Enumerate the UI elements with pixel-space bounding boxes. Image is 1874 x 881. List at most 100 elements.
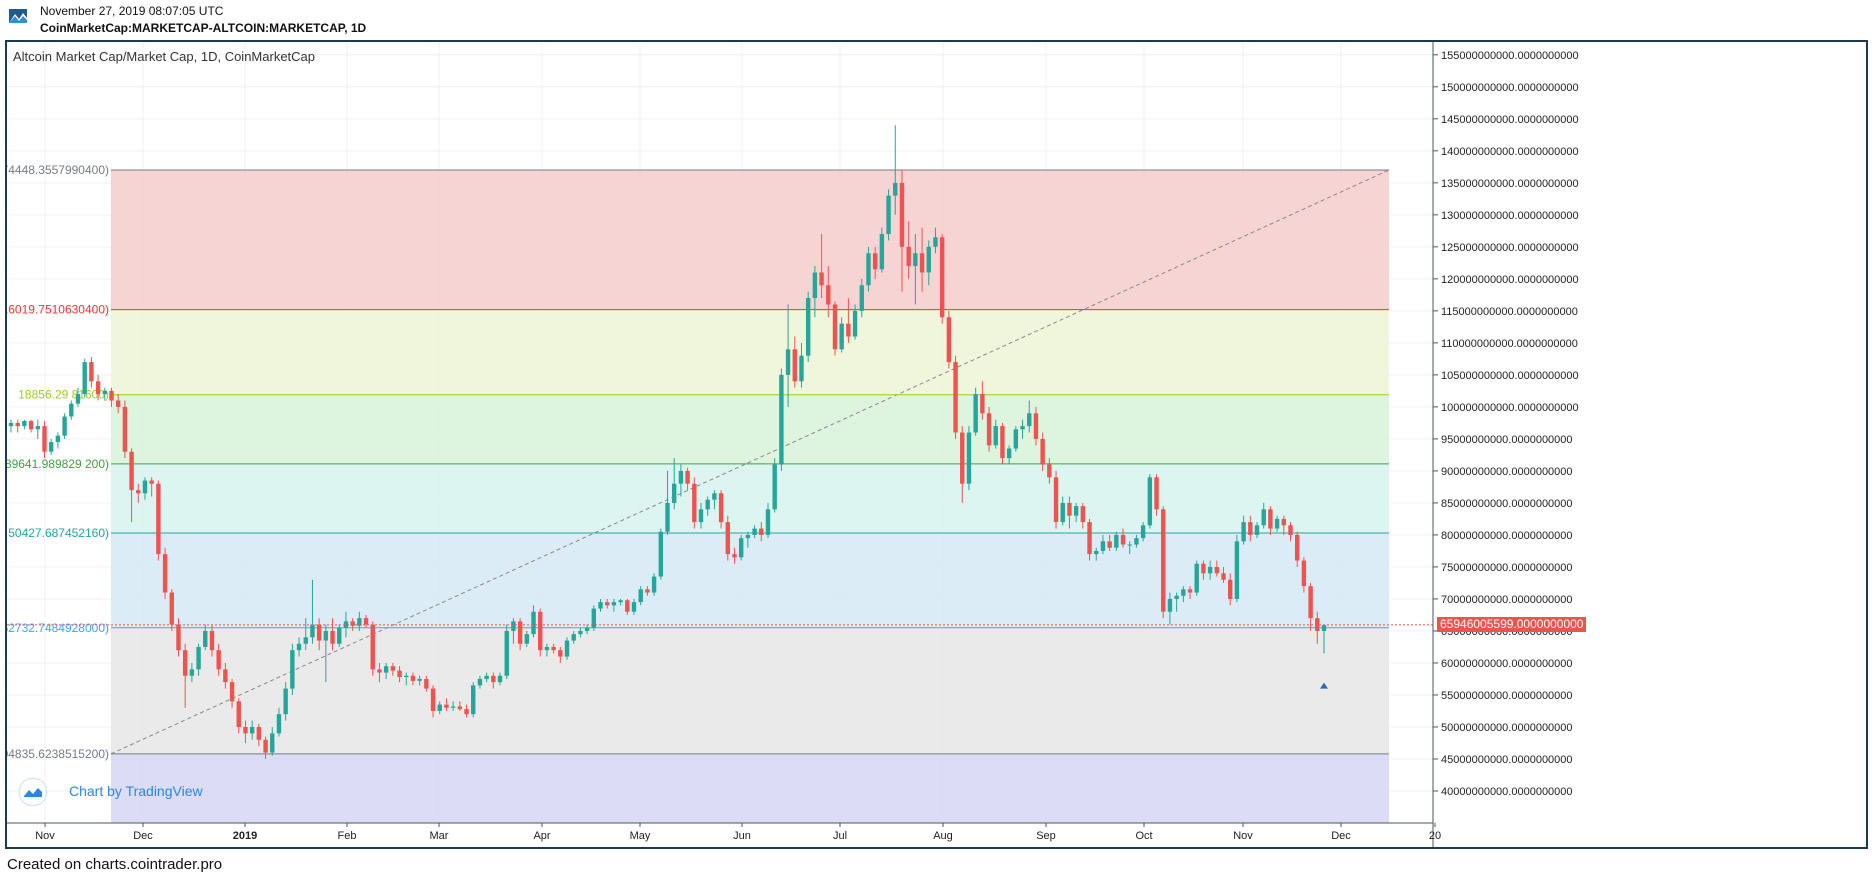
- time-tick-label: Dec: [133, 830, 153, 842]
- candle-body: [471, 685, 476, 715]
- candle-body: [611, 602, 617, 606]
- candle-body: [149, 480, 154, 484]
- candle-body: [477, 678, 483, 686]
- candle-body: [310, 624, 315, 638]
- price-tick-label: 90000000000.0000000000: [1441, 466, 1573, 478]
- candle-body: [993, 426, 998, 446]
- candle-body: [980, 394, 985, 414]
- candle-body: [69, 403, 74, 417]
- price-tick-label: 100000000000.0000000000: [1441, 402, 1579, 414]
- candle-body: [859, 285, 864, 311]
- fib-zone: [111, 627, 1389, 754]
- candle-body: [1321, 625, 1327, 631]
- candle-body: [129, 451, 134, 491]
- candle-body: [1207, 566, 1213, 574]
- candle-body: [826, 285, 831, 305]
- candle-body: [115, 400, 121, 407]
- price-tick-label: 125000000000.0000000000: [1441, 242, 1579, 254]
- candle-body: [1000, 426, 1005, 459]
- candles: [8, 125, 1327, 759]
- candle-body: [109, 390, 114, 401]
- candle-body: [1020, 426, 1025, 430]
- candle-body: [1114, 534, 1119, 548]
- candle-body: [1027, 413, 1032, 427]
- candle-body: [852, 310, 858, 337]
- chart-legend-title: Altcoin Market Cap/Market Cap, 1D, CoinM…: [13, 49, 316, 64]
- candle-body: [1261, 509, 1266, 526]
- candle-body: [631, 602, 637, 612]
- price-tick-label: 140000000000.0000000000: [1441, 146, 1579, 158]
- price-tick-label: 110000000000.0000000000: [1441, 338, 1578, 350]
- chart-canvas[interactable]: 74448.3557990400) 16019.7510630400) 18856.…: [7, 42, 1867, 848]
- candle-body: [913, 253, 918, 267]
- price-tick-label: 55000000000.0000000000: [1441, 690, 1573, 702]
- chart-frame[interactable]: 74448.3557990400) 16019.7510630400) 18856.…: [5, 40, 1868, 849]
- candle-body: [759, 528, 764, 535]
- candle-body: [651, 576, 657, 593]
- candle-body: [1174, 595, 1179, 599]
- candle-body: [1013, 429, 1019, 449]
- candle-body: [162, 554, 168, 593]
- candle-body: [886, 195, 891, 235]
- price-tick-label: 80000000000.0000000000: [1441, 530, 1573, 542]
- candle-body: [323, 630, 329, 641]
- candle-body: [1120, 534, 1126, 545]
- time-tick-label: 2019: [233, 830, 257, 842]
- candle-body: [316, 624, 322, 641]
- candle-body: [538, 611, 543, 651]
- fib-zone: [111, 753, 1389, 823]
- candle-body: [203, 630, 208, 647]
- candle-body: [973, 394, 978, 433]
- candle-body: [1281, 518, 1287, 526]
- candle-body: [424, 678, 429, 689]
- candle-body: [1060, 502, 1065, 523]
- candle-body: [1187, 589, 1193, 593]
- candle-body: [1147, 477, 1153, 526]
- candle-body: [625, 600, 630, 612]
- candle-body: [933, 237, 938, 247]
- fib-zone: [111, 533, 1389, 628]
- candle-body: [799, 355, 804, 382]
- price-tick-label: 50000000000.0000000000: [1441, 722, 1573, 734]
- candle-body: [1073, 506, 1079, 516]
- price-tick-label: 155000000000.0000000000: [1441, 50, 1579, 62]
- fib-zone: [111, 309, 1389, 395]
- candle-body: [1094, 550, 1099, 555]
- candle-body: [578, 630, 583, 635]
- candle-body: [1067, 502, 1072, 516]
- candle-body: [671, 483, 677, 503]
- candle-body: [1087, 522, 1092, 555]
- candle-body: [363, 618, 369, 625]
- symbol-title: CoinMarketCap:MARKETCAP-ALTCOIN:MARKETCA…: [40, 21, 367, 35]
- time-tick-label: Dec: [1331, 830, 1351, 842]
- trend-line: [110, 169, 1390, 755]
- candle-body: [879, 234, 885, 270]
- candle-body: [1288, 525, 1293, 535]
- candle-body: [1201, 563, 1206, 574]
- candle-body: [658, 531, 664, 577]
- time-tick-label: Nov: [1233, 830, 1253, 842]
- candle-body: [1241, 522, 1246, 542]
- candle-body: [779, 374, 784, 465]
- candle-body: [1047, 464, 1052, 478]
- candle-body: [263, 739, 268, 753]
- time-tick-label: Mar: [430, 830, 449, 842]
- candle-body: [55, 435, 61, 443]
- candle-body: [919, 253, 925, 273]
- candle-body: [249, 726, 255, 734]
- candle-body: [558, 650, 563, 657]
- candle-body: [330, 630, 335, 644]
- candle-body: [819, 272, 824, 286]
- candle-body: [645, 589, 650, 593]
- candle-body: [430, 688, 436, 711]
- candle-body: [256, 726, 262, 740]
- price-tick-label: 70000000000.0000000000: [1441, 594, 1573, 606]
- candle-body: [22, 420, 27, 427]
- candle-body: [1140, 525, 1146, 539]
- candle-body: [450, 706, 456, 708]
- candle-body: [383, 666, 389, 673]
- candle-body: [745, 534, 751, 539]
- candle-body: [497, 675, 503, 683]
- candle-body: [357, 618, 362, 626]
- price-tick-label: 85000000000.0000000000: [1441, 498, 1573, 510]
